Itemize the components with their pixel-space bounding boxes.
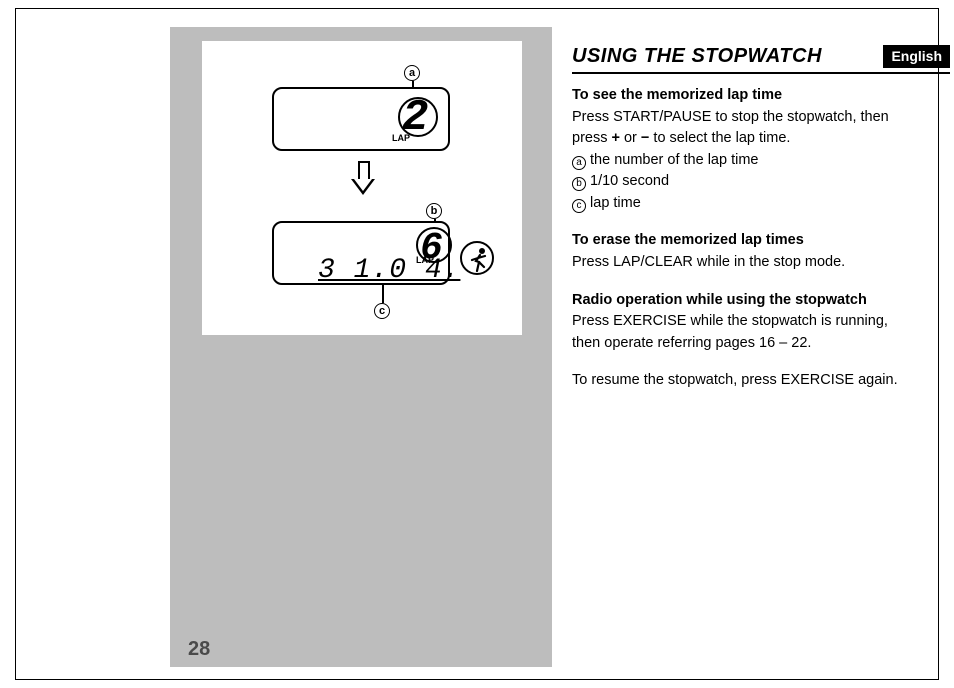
- plus-symbol: +: [612, 130, 620, 146]
- see-line2-mid: or: [620, 130, 641, 146]
- subhead-see-lap: To see the memorized lap time: [572, 86, 950, 106]
- language-badge: English: [883, 45, 950, 68]
- see-line2: press + or − to select the lap time.: [572, 129, 950, 149]
- erase-body: Press LAP/CLEAR while in the stop mode.: [572, 253, 950, 273]
- lap-number-highlight-circle: [398, 97, 438, 137]
- legend-a: a the number of the lap time: [572, 151, 950, 171]
- running-man-icon: [460, 241, 494, 275]
- legend-b: b 1/10 second: [572, 172, 950, 192]
- bullet-c-icon: c: [572, 199, 586, 213]
- radio-line1: Press EXERCISE while the stopwatch is ru…: [572, 312, 950, 332]
- legend-b-text: 1/10 second: [586, 173, 669, 189]
- page-number: 28: [188, 638, 210, 661]
- bullet-a-icon: a: [572, 156, 586, 170]
- radio-line2: then operate referring pages 16 – 22.: [572, 334, 950, 354]
- see-line2-pre: press: [572, 130, 612, 146]
- arrow-down-icon: [352, 161, 372, 197]
- diagram-inset: a 2 LAP b 3 1.0 4. LAP 6: [202, 41, 522, 335]
- callout-c-leader: [382, 285, 384, 303]
- left-illustration-panel: a 2 LAP b 3 1.0 4. LAP 6: [170, 27, 552, 667]
- legend-c: c lap time: [572, 194, 950, 214]
- legend-c-text: lap time: [586, 195, 641, 211]
- callout-c-icon: c: [374, 303, 390, 319]
- subhead-erase: To erase the memorized lap times: [572, 231, 950, 251]
- page-title: USING THE STOPWATCH: [572, 43, 822, 70]
- manual-page: a 2 LAP b 3 1.0 4. LAP 6: [15, 8, 939, 680]
- lap-label-1: LAP: [392, 133, 410, 143]
- tenth-highlight-circle: [416, 227, 452, 263]
- callout-a-icon: a: [404, 65, 420, 81]
- bullet-b-icon: b: [572, 177, 586, 191]
- instruction-column: USING THE STOPWATCH English To see the m…: [572, 43, 950, 391]
- callout-b-icon: b: [426, 203, 442, 219]
- legend-a-text: the number of the lap time: [586, 152, 759, 168]
- section-header-row: USING THE STOPWATCH English: [572, 43, 950, 74]
- see-line1: Press START/PAUSE to stop the stopwatch,…: [572, 108, 950, 128]
- subhead-radio: Radio operation while using the stopwatc…: [572, 291, 950, 311]
- see-line2-post: to select the lap time.: [649, 130, 790, 146]
- radio-resume: To resume the stopwatch, press EXERCISE …: [572, 371, 950, 391]
